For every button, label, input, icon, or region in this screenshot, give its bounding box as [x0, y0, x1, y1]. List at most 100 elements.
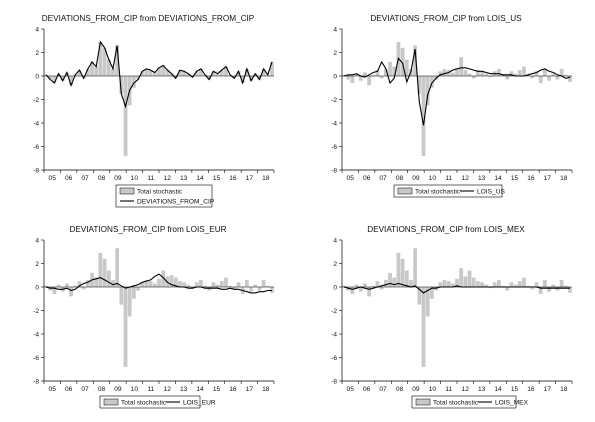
stochastic-bar	[484, 73, 489, 76]
stochastic-bar	[73, 285, 78, 287]
y-tick-label: 0	[333, 73, 337, 80]
stochastic-bar	[446, 281, 451, 287]
stochastic-bar	[358, 287, 363, 292]
stochastic-bar	[257, 287, 262, 291]
y-tick-label: -4	[331, 331, 337, 338]
stochastic-bar	[60, 76, 65, 81]
stochastic-bar	[215, 73, 220, 76]
stochastic-bar	[65, 283, 69, 287]
stochastic-bar	[417, 287, 422, 305]
stochastic-bar	[106, 59, 111, 76]
legend	[411, 395, 517, 409]
stochastic-bar	[257, 76, 262, 80]
x-tick-label: 18	[262, 386, 270, 393]
stochastic-bar	[379, 287, 384, 290]
stochastic-bar	[492, 282, 497, 287]
stochastic-bar	[484, 284, 489, 287]
stochastic-bar	[350, 76, 355, 84]
stochastic-bar	[236, 282, 241, 287]
stochastic-bar	[430, 287, 434, 299]
stochastic-bar	[425, 76, 430, 106]
stochastic-bar	[350, 287, 355, 295]
stochastic-bar	[111, 279, 115, 287]
stochastic-bar	[182, 71, 186, 76]
x-tick-label: 12	[164, 175, 172, 182]
stochastic-bar	[543, 68, 547, 76]
y-tick-label: -8	[33, 378, 39, 385]
stochastic-bar	[392, 66, 397, 76]
x-tick-label: 14	[494, 175, 502, 182]
stochastic-bar	[157, 278, 161, 287]
x-tick-label: 15	[213, 386, 221, 393]
stochastic-bar	[224, 277, 228, 287]
stochastic-bar	[173, 277, 178, 287]
stochastic-bar	[157, 67, 161, 76]
stochastic-bar	[211, 71, 216, 76]
stochastic-bar	[169, 275, 174, 287]
stochastic-bar	[480, 282, 484, 287]
y-tick-label: -4	[331, 120, 337, 127]
stochastic-bar	[144, 279, 149, 287]
x-tick-label: 13	[478, 386, 486, 393]
stochastic-bar	[186, 73, 191, 76]
y-tick-label: -2	[331, 308, 337, 315]
y-tick-label: 0	[35, 73, 39, 80]
y-tick-label: 4	[35, 237, 39, 244]
stochastic-bar	[413, 45, 418, 76]
stochastic-bar	[442, 279, 447, 287]
stochastic-bar	[94, 66, 99, 76]
y-tick-label: 2	[35, 261, 39, 268]
y-tick-label: 4	[333, 26, 337, 33]
stochastic-bar	[379, 76, 384, 79]
stochastic-bar	[81, 287, 86, 290]
x-tick-label: 11	[147, 175, 154, 182]
x-tick-label: 15	[213, 175, 221, 182]
stochastic-bar	[219, 281, 224, 287]
x-tick-label: 07	[379, 386, 387, 393]
stochastic-bar	[400, 258, 405, 287]
chart-panel-2: DEVIATIONS_FROM_CIP from LOIS_US 4 2 0 -2 -4 -…	[298, 0, 595, 211]
y-tick-label: 2	[333, 261, 337, 268]
y-tick-label: -8	[331, 378, 337, 385]
stochastic-bar	[140, 71, 145, 76]
stochastic-bar	[534, 282, 539, 287]
y-tick-label: -8	[33, 167, 39, 174]
x-tick-label: 06	[363, 386, 371, 393]
stochastic-bar	[56, 284, 61, 287]
stochastic-bar	[270, 61, 274, 76]
axis-frame	[341, 29, 572, 171]
stochastic-bar	[522, 277, 526, 287]
stochastic-bar	[526, 74, 531, 76]
x-tick-label: 17	[544, 175, 552, 182]
stochastic-bar	[165, 70, 170, 76]
stochastic-bar	[530, 76, 535, 79]
stochastic-bar	[417, 76, 422, 94]
legend-swatch-area	[103, 398, 119, 406]
x-tick-label: 07	[379, 175, 387, 182]
legend-label-area: Total stochastic	[137, 189, 183, 196]
x-tick-label: 06	[65, 386, 73, 393]
stochastic-bar	[198, 279, 203, 287]
stochastic-bar	[559, 279, 564, 287]
stochastic-bar	[207, 287, 212, 291]
stochastic-bar	[342, 74, 346, 76]
legend-label-line: DEVIATIONS_FROM_CIP	[137, 199, 215, 206]
chart-title: DEVIATIONS_FROM_CIP from LOIS_EUR	[69, 225, 226, 234]
stochastic-bar	[496, 68, 501, 76]
stochastic-bar	[363, 72, 367, 76]
stochastic-bar	[77, 70, 82, 76]
stochastic-bar	[265, 285, 270, 287]
stochastic-bar	[430, 76, 434, 88]
stochastic-bar	[371, 74, 376, 76]
stochastic-bar	[152, 72, 157, 76]
stochastic-bar	[115, 45, 120, 76]
x-tick-label: 12	[462, 175, 470, 182]
stochastic-bar	[224, 66, 228, 76]
stochastic-bar	[236, 71, 241, 76]
stochastic-bar	[132, 287, 136, 299]
stochastic-bar	[144, 68, 149, 76]
stochastic-bar	[232, 76, 237, 79]
x-tick-label: 16	[229, 386, 237, 393]
stochastic-bar	[476, 70, 480, 76]
stochastic-bar	[245, 68, 249, 76]
